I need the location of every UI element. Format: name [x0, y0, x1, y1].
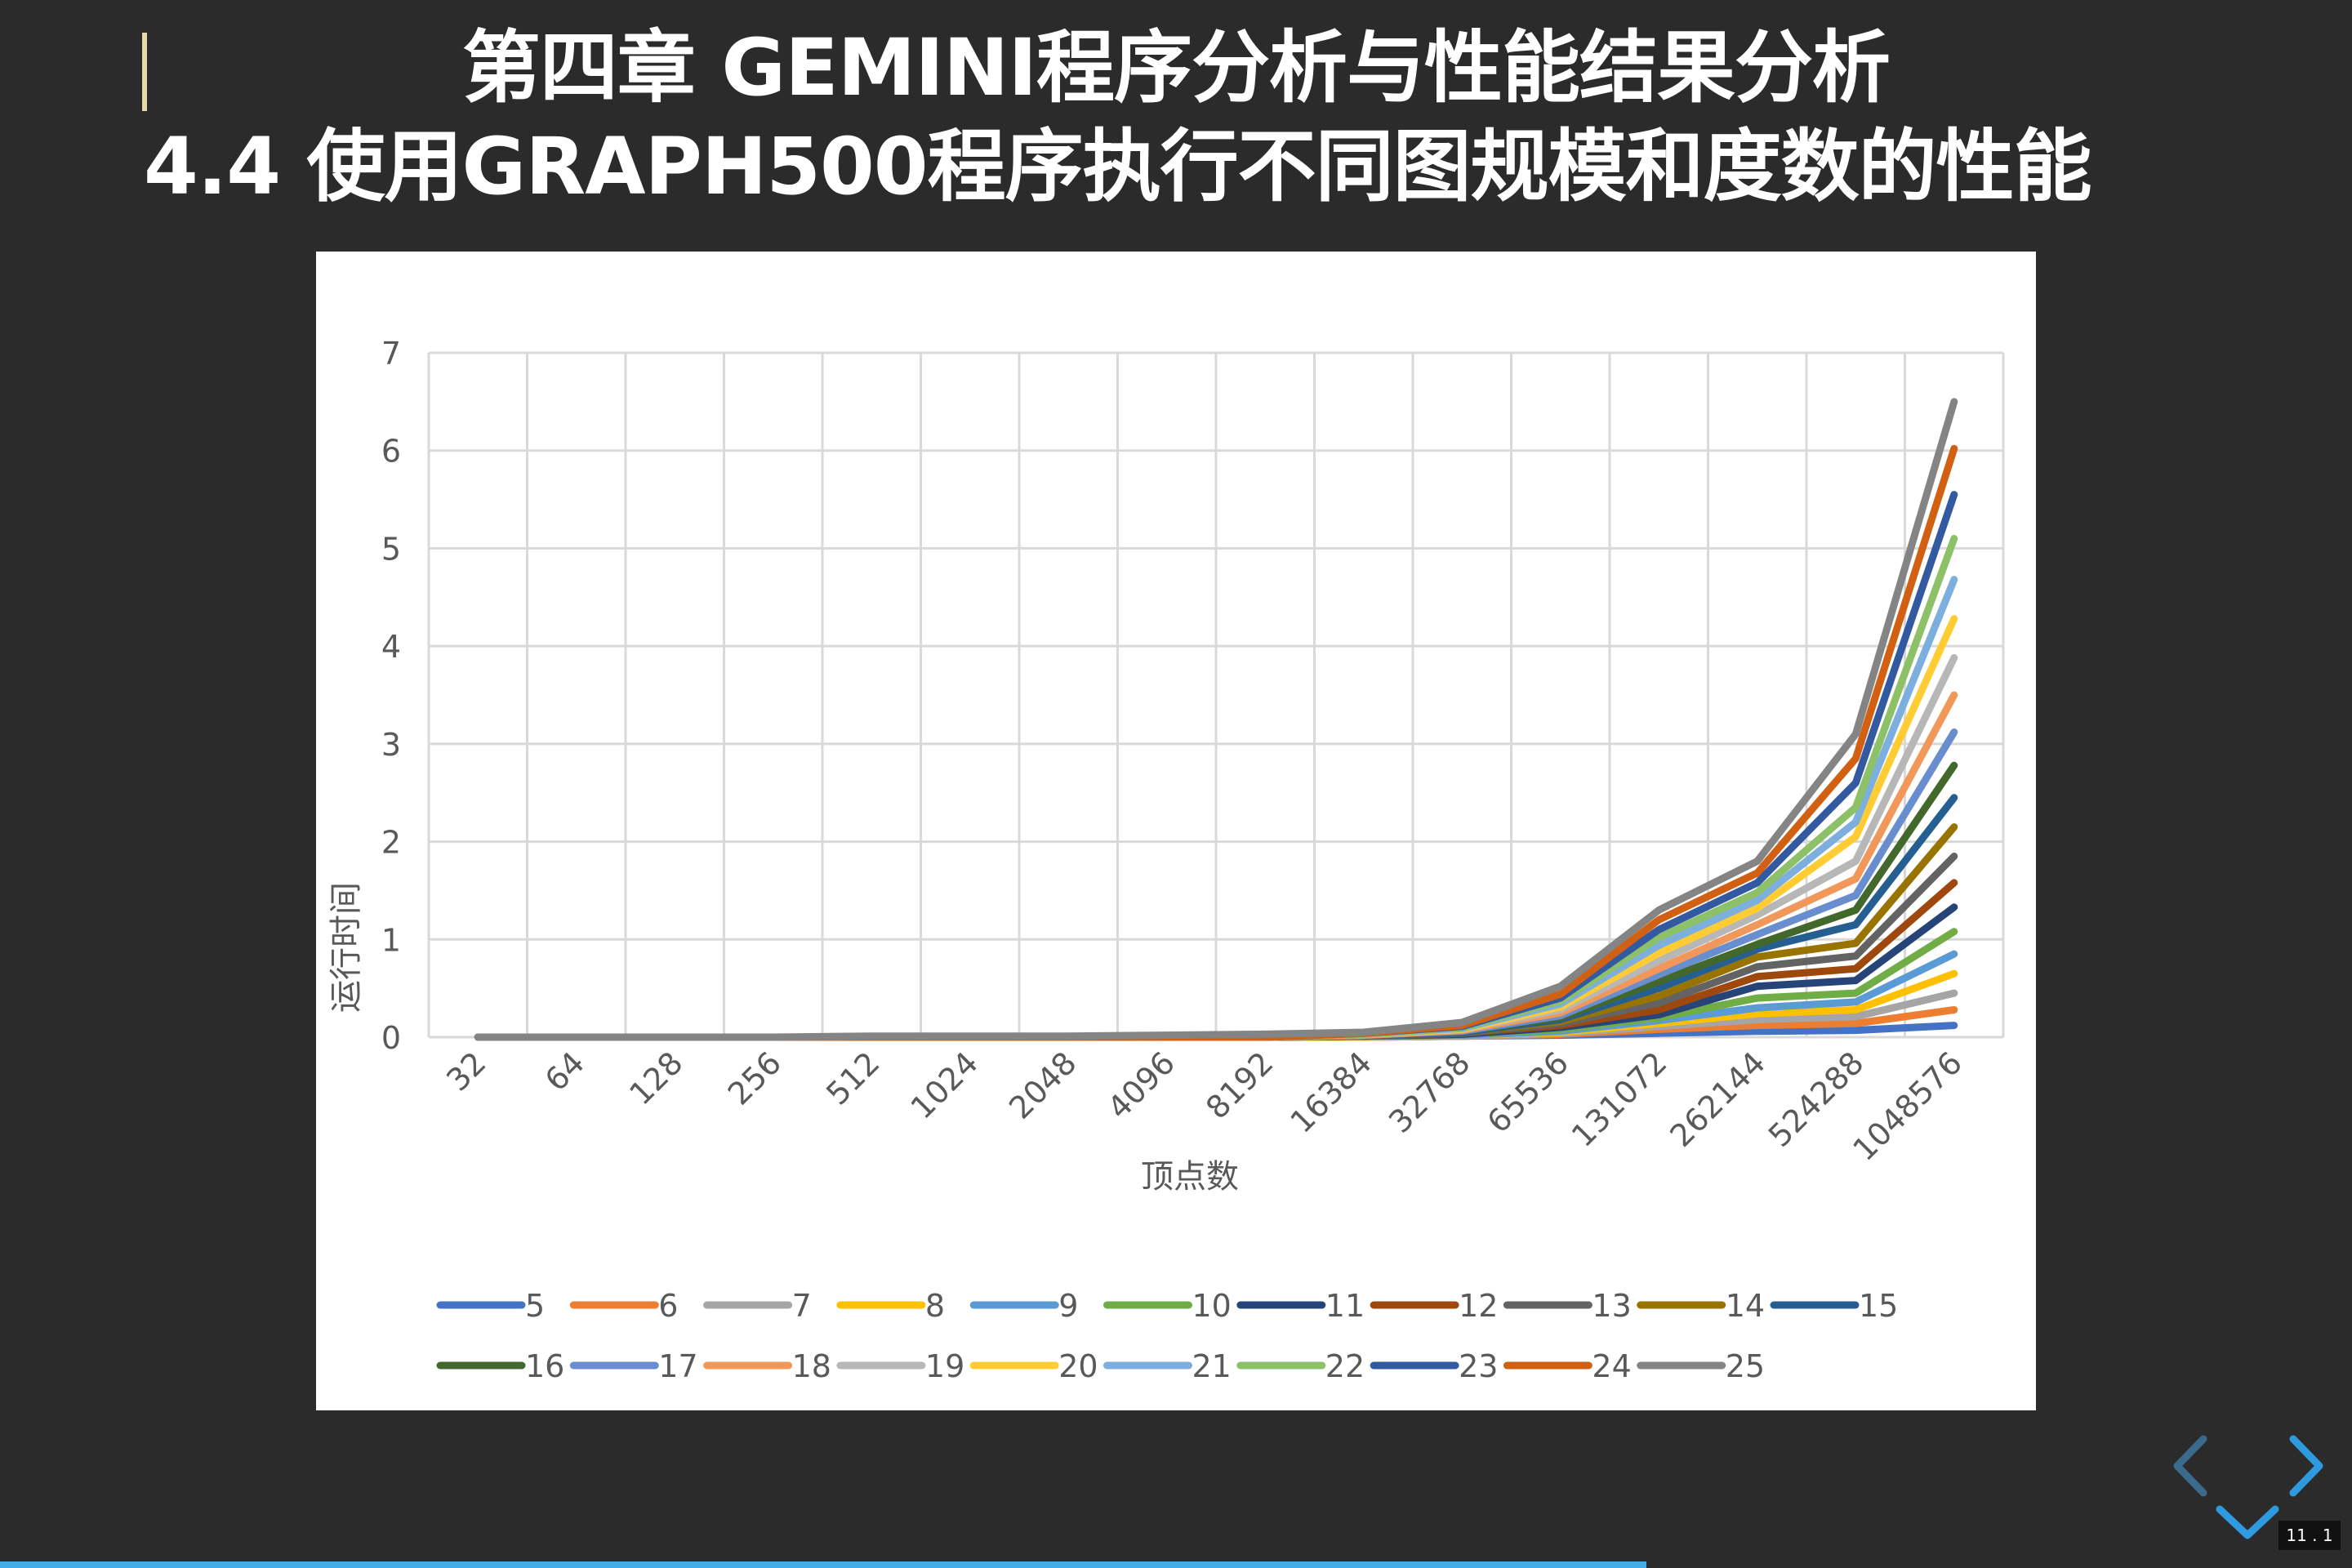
legend-item-25: 25 [1637, 1348, 1765, 1384]
legend-item-10: 10 [1103, 1288, 1232, 1324]
legend-label: 19 [925, 1348, 964, 1384]
legend-item-16: 16 [436, 1348, 564, 1384]
chevron-left-icon [2173, 1435, 2207, 1497]
progress-bar [0, 1561, 1646, 1568]
legend-label: 23 [1459, 1348, 1498, 1384]
x-tick-label: 64 [538, 1045, 591, 1098]
chart-legend: 5 6 7 8 9 10 11 12 13 14 15 16 17 18 19 20 21 22 23 24 25 [436, 1288, 1898, 1384]
legend-item-13: 13 [1503, 1288, 1632, 1324]
x-tick-label: 16384 [1284, 1045, 1379, 1140]
x-tick-label: 8192 [1199, 1045, 1281, 1126]
title-accent-bar [142, 33, 147, 111]
x-tick-label: 32768 [1382, 1045, 1477, 1140]
chart-series [474, 398, 1958, 1041]
legend-item-8: 8 [836, 1288, 945, 1324]
legend-label: 13 [1592, 1288, 1631, 1324]
legend-label: 18 [792, 1348, 831, 1384]
legend-label: 10 [1192, 1288, 1232, 1324]
legend-label: 6 [658, 1288, 678, 1324]
legend-item-17: 17 [569, 1348, 698, 1384]
legend-label: 25 [1726, 1348, 1765, 1384]
prev-slide-button[interactable] [2171, 1434, 2210, 1498]
y-axis-label: 运行时间 [327, 882, 365, 1013]
legend-label: 11 [1325, 1288, 1365, 1324]
chevron-right-icon [2289, 1435, 2323, 1497]
y-axis-ticks: 0 1 2 3 4 5 6 7 [381, 336, 401, 1056]
legend-label: 7 [792, 1288, 812, 1324]
x-tick-label: 65536 [1481, 1045, 1576, 1140]
legend-label: 21 [1192, 1348, 1232, 1384]
legend-label: 20 [1058, 1348, 1098, 1384]
legend-item-23: 23 [1370, 1348, 1498, 1384]
down-slide-button[interactable] [2215, 1503, 2280, 1540]
chapter-title: 第四章 GEMINI程序分析与性能结果分析 [461, 22, 1891, 114]
x-tick-label: 512 [819, 1045, 886, 1111]
y-tick-label: 4 [381, 629, 401, 665]
x-tick-label: 128 [622, 1045, 689, 1111]
legend-label: 8 [925, 1288, 945, 1324]
legend-item-18: 18 [703, 1348, 831, 1384]
legend-label: 16 [525, 1348, 564, 1384]
legend-item-19: 19 [836, 1348, 964, 1384]
y-tick-label: 5 [381, 531, 401, 567]
next-slide-button[interactable] [2287, 1434, 2326, 1498]
legend-label: 12 [1459, 1288, 1498, 1324]
x-tick-label: 32 [439, 1045, 492, 1098]
legend-item-9: 9 [969, 1288, 1078, 1324]
legend-item-12: 12 [1370, 1288, 1498, 1324]
legend-item-7: 7 [703, 1288, 812, 1324]
y-tick-label: 3 [381, 727, 401, 763]
x-tick-label: 1048576 [1846, 1045, 1969, 1168]
x-axis-label: 顶点数 [1141, 1158, 1239, 1196]
y-tick-label: 0 [381, 1020, 401, 1056]
x-tick-label: 262144 [1663, 1045, 1772, 1154]
legend-item-15: 15 [1770, 1288, 1898, 1324]
legend-item-20: 20 [969, 1348, 1098, 1384]
x-tick-label: 1024 [904, 1045, 986, 1126]
chevron-down-icon [2216, 1505, 2279, 1539]
x-tick-label: 2048 [1002, 1045, 1084, 1126]
legend-label: 14 [1726, 1288, 1765, 1324]
y-tick-label: 1 [381, 922, 401, 958]
x-tick-label: 256 [721, 1045, 788, 1111]
legend-label: 15 [1859, 1288, 1898, 1324]
section-title: 4.4 使用GRAPH500程序执行不同图规模和度数的性能 [144, 121, 2092, 212]
y-tick-label: 6 [381, 434, 401, 470]
legend-item-24: 24 [1503, 1348, 1632, 1384]
x-tick-label: 4096 [1101, 1045, 1183, 1126]
page-number: 11 . 1 [2278, 1521, 2341, 1550]
y-tick-label: 2 [381, 825, 401, 861]
chart-grid [427, 351, 2005, 1039]
legend-label: 22 [1325, 1348, 1365, 1384]
x-axis-ticks: 32 64 128 256 512 1024 2048 4096 8192 16384 32768 6… [439, 1045, 1969, 1168]
legend-item-6: 6 [569, 1288, 678, 1324]
legend-label: 24 [1592, 1348, 1631, 1384]
legend-item-14: 14 [1637, 1288, 1765, 1324]
legend-label: 9 [1058, 1288, 1078, 1324]
legend-label: 5 [525, 1288, 545, 1324]
series-line-25 [474, 398, 1958, 1041]
legend-item-11: 11 [1236, 1288, 1365, 1324]
legend-item-5: 5 [436, 1288, 545, 1324]
legend-label: 17 [658, 1348, 697, 1384]
x-tick-label: 131072 [1565, 1045, 1674, 1154]
legend-item-21: 21 [1103, 1348, 1232, 1384]
y-tick-label: 7 [381, 336, 401, 372]
legend-item-22: 22 [1236, 1348, 1365, 1384]
